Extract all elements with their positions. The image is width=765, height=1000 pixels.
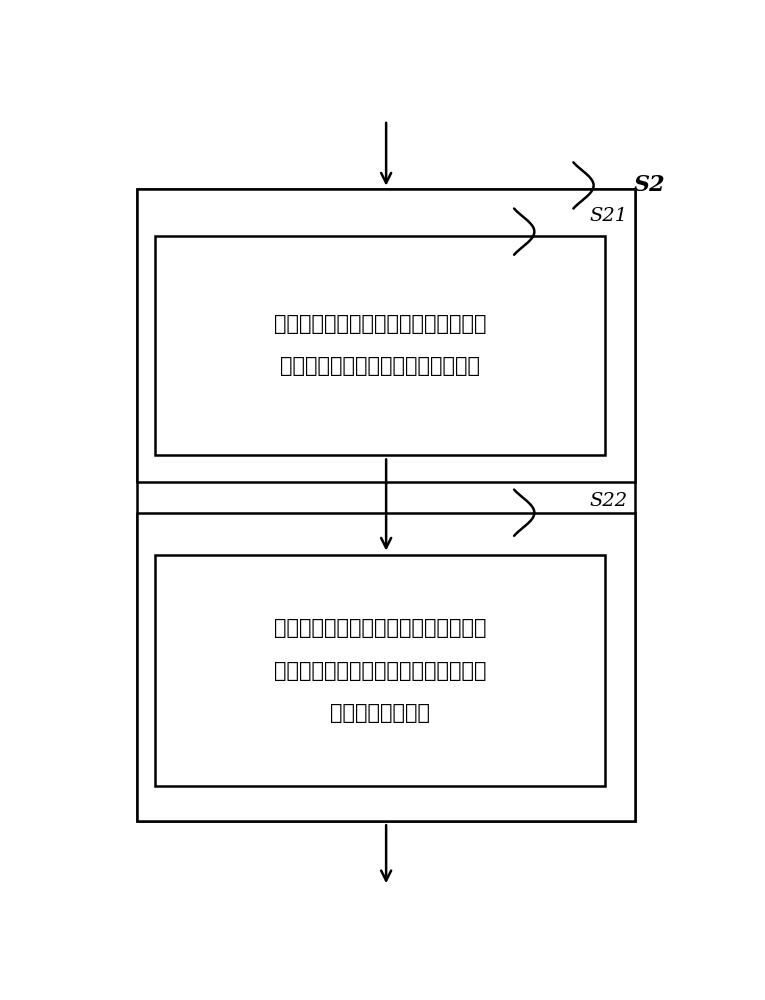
Bar	[155, 236, 605, 455]
Text: S2: S2	[634, 174, 666, 196]
Text: S21: S21	[589, 207, 627, 225]
Text: 处理完成；若是，结束同步处理，否则: 处理完成；若是，结束同步处理，否则	[274, 661, 487, 681]
Text: ，等待后重新检测: ，等待后重新检测	[330, 703, 430, 723]
Bar	[137, 513, 635, 821]
Bar	[155, 555, 605, 786]
Text: 根据所述目标时间范围及所述位点信息: 根据所述目标时间范围及所述位点信息	[274, 314, 487, 334]
Text: S22: S22	[589, 492, 627, 510]
Bar	[137, 189, 635, 821]
Text: 检测所述一个或多个分片是否都已同步: 检测所述一个或多个分片是否都已同步	[274, 618, 487, 638]
Bar	[137, 189, 635, 482]
Text: 对所述一个或多个分片进行同步处理: 对所述一个或多个分片进行同步处理	[280, 356, 480, 376]
